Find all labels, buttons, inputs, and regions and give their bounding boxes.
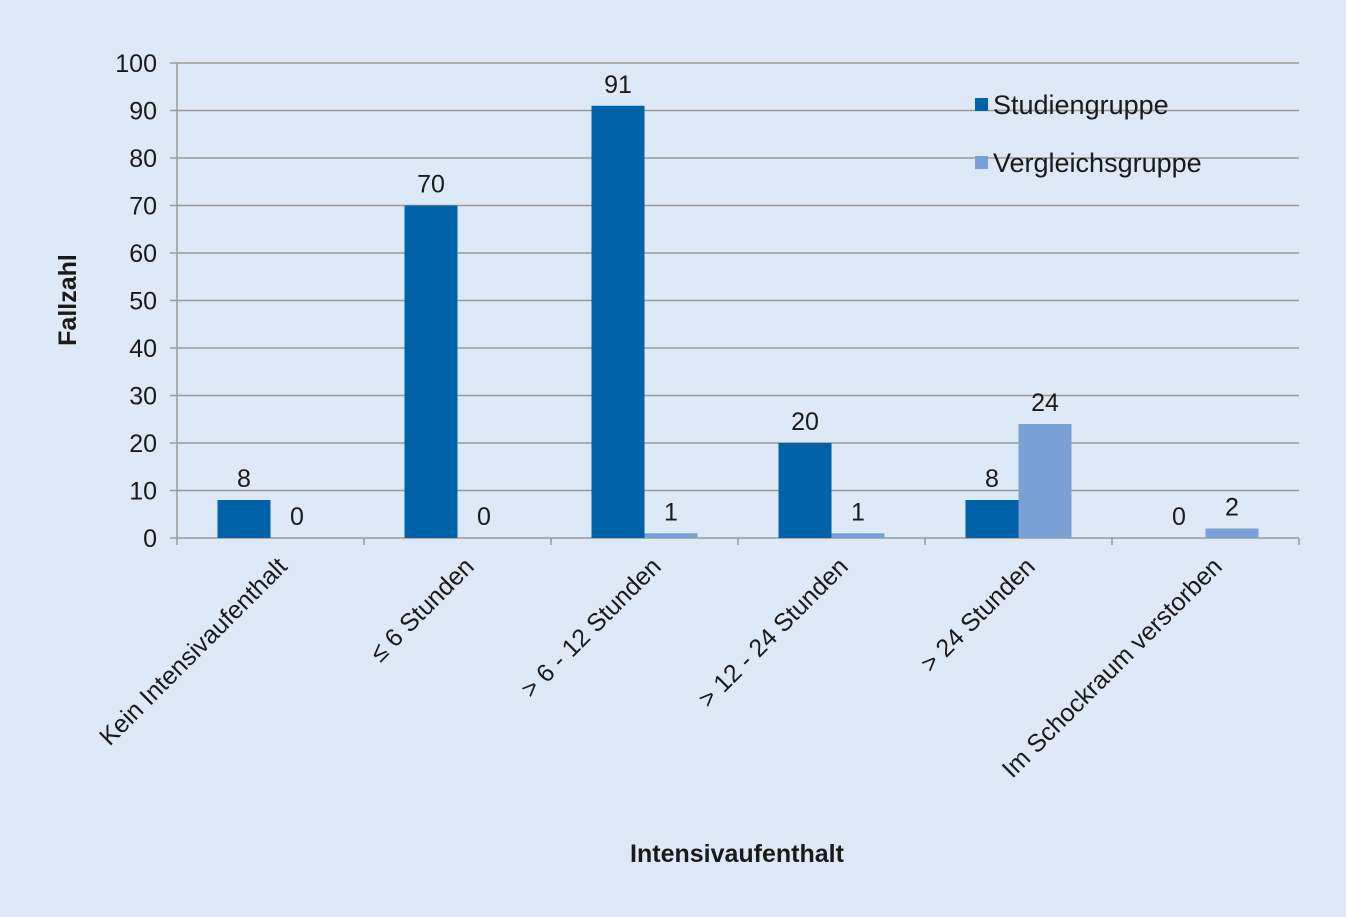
data-labels: 8 0 70 0 91 1 20 1 8 24 0 2 — [237, 71, 1239, 531]
y-tick-label: 70 — [129, 193, 157, 221]
bar-vergleichsgruppe — [1018, 424, 1072, 538]
legend-label: Studiengruppe — [993, 90, 1169, 120]
data-label: 8 — [985, 465, 999, 493]
data-label: 0 — [477, 503, 491, 531]
data-label: 2 — [1225, 494, 1239, 522]
y-tick-label: 100 — [115, 50, 157, 78]
bar-vergleichsgruppe — [1205, 528, 1259, 538]
data-label: 24 — [1031, 389, 1059, 417]
y-tick-label: 0 — [143, 525, 157, 553]
data-label: 20 — [791, 408, 819, 436]
x-tick-label: > 6 - 12 Stunden — [516, 552, 667, 703]
legend-swatch — [975, 156, 988, 169]
y-tick-label: 30 — [129, 383, 157, 411]
x-tick-label: ≤ 6 Stunden — [365, 552, 480, 667]
y-tick-label: 80 — [129, 145, 157, 173]
bars — [217, 105, 1259, 538]
data-label: 1 — [664, 498, 678, 526]
data-label: 0 — [290, 503, 304, 531]
y-tick-label: 50 — [129, 288, 157, 316]
data-label: 70 — [417, 171, 445, 199]
y-tick-label: 10 — [129, 478, 157, 506]
legend-swatch — [975, 98, 988, 111]
bar-vergleichsgruppe — [644, 533, 698, 538]
y-tick-label: 90 — [129, 98, 157, 126]
data-label: 0 — [1172, 503, 1186, 531]
bar-studiengruppe — [965, 500, 1019, 538]
bar-vergleichsgruppe — [831, 533, 885, 538]
x-tick-label: > 24 Stunden — [915, 552, 1040, 677]
gridlines — [177, 62, 1299, 492]
bar-studiengruppe — [778, 443, 832, 538]
x-tick-label: > 12 - 24 Stunden — [693, 552, 854, 713]
legend: Studiengruppe Vergleichsgruppe — [975, 90, 1202, 178]
y-axis-title: Fallzahl — [54, 254, 82, 346]
data-label: 8 — [237, 465, 251, 493]
y-tick-labels: 0 10 20 30 40 50 60 70 80 90 100 — [115, 50, 157, 553]
data-label: 91 — [604, 71, 632, 99]
bar-studiengruppe — [404, 205, 458, 538]
bar-studiengruppe — [591, 105, 645, 538]
x-tick-labels: Kein Intensivaufenthalt ≤ 6 Stunden > 6 - … — [94, 552, 1228, 783]
x-axis-title: Intensivaufenthalt — [630, 840, 845, 868]
axes — [170, 62, 1300, 545]
y-tick-label: 60 — [129, 240, 157, 268]
x-tick-label: Kein Intensivaufenthalt — [94, 552, 293, 751]
y-tick-label: 20 — [129, 430, 157, 458]
y-tick-label: 40 — [129, 335, 157, 363]
legend-label: Vergleichsgruppe — [993, 148, 1202, 178]
x-tick-label: Im Schockraum verstorben — [997, 552, 1228, 783]
data-label: 1 — [851, 498, 865, 526]
bar-studiengruppe — [217, 500, 271, 538]
